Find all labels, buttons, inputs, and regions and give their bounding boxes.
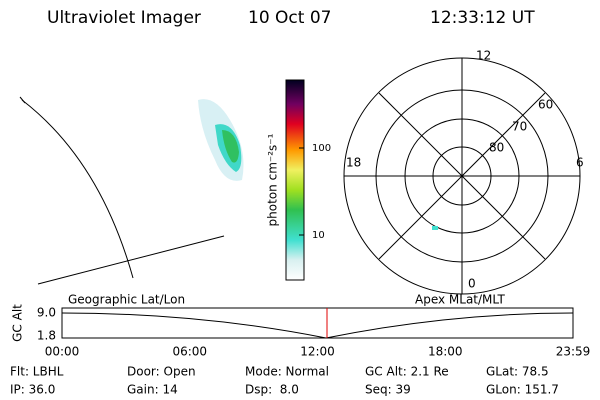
altitude-curve — [61, 312, 574, 339]
x-tick-label: 12:00 — [300, 345, 335, 359]
y-tick-label: 9.0 — [37, 306, 56, 320]
status-field: Flt: LBHL — [10, 365, 64, 379]
plot-ylabel: GC Alt — [11, 304, 25, 342]
status-field: GLon: 151.7 — [486, 383, 559, 397]
status-field: GLat: 78.5 — [486, 365, 549, 379]
aurora-spot — [432, 226, 438, 230]
status-field: GC Alt: 2.1 Re — [365, 365, 449, 379]
image-panel — [19, 96, 244, 285]
x-tick-label: 23:59 — [556, 345, 591, 359]
title: Ultraviolet Imager — [47, 8, 201, 28]
colorbar-label: photon cm⁻²s⁻¹ — [266, 133, 280, 226]
status-field: Dsp: 8.0 — [245, 383, 299, 397]
x-tick-label: 00:00 — [45, 345, 80, 359]
plot-left-label: Geographic Lat/Lon — [68, 293, 185, 307]
mlt-line — [378, 92, 546, 260]
colorbar-tick-label: 100 — [312, 143, 331, 154]
x-tick-label: 18:00 — [428, 345, 463, 359]
mlt-label: 6 — [576, 156, 584, 170]
mlt-label: 0 — [468, 277, 476, 291]
date: 10 Oct 07 — [248, 8, 331, 28]
status-field: Mode: Normal — [245, 365, 329, 379]
y-tick-label: 1.8 — [37, 329, 56, 343]
colorbar — [285, 79, 305, 281]
coast-line — [37, 235, 225, 285]
status-field: Door: Open — [127, 365, 196, 379]
aurora-core — [222, 130, 239, 163]
status-field: Seq: 39 — [365, 383, 411, 397]
colorbar-tick-label: 10 — [312, 230, 325, 241]
mlt-label: 12 — [476, 49, 491, 63]
lat-label: 70 — [512, 120, 527, 134]
polar-grid — [343, 57, 581, 295]
plot-right-label: Apex MLat/MLT — [415, 293, 505, 307]
time: 12:33:12 UT — [430, 8, 535, 28]
x-tick-label: 06:00 — [172, 345, 207, 359]
coast-arc — [21, 99, 134, 279]
lat-label: 60 — [538, 98, 553, 112]
status-field: Gain: 14 — [127, 383, 178, 397]
status-field: IP: 36.0 — [10, 383, 55, 397]
lat-label: 80 — [489, 141, 504, 155]
plot-frame — [61, 307, 574, 339]
mlt-label: 18 — [346, 156, 361, 170]
arc-tick — [19, 96, 26, 104]
